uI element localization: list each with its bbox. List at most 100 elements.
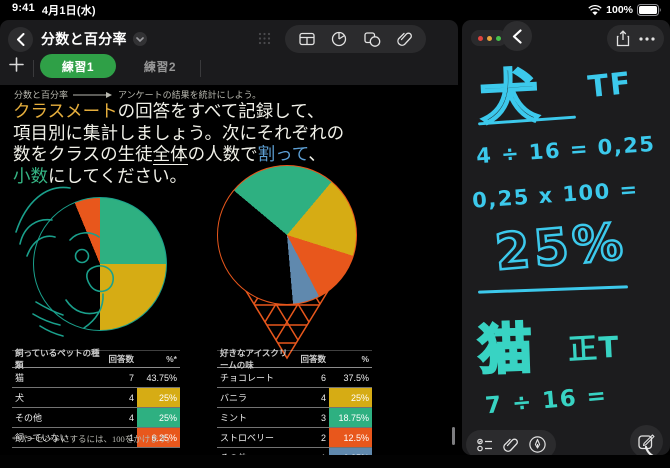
column-header: % xyxy=(361,354,369,364)
table-cell[interactable]: 25% xyxy=(137,408,180,427)
spreadsheet-canvas[interactable]: 分数と百分率 アンケートの結果を統計にしよう。 クラスメートの回答をすべて記録し… xyxy=(0,85,458,455)
notes-back-button[interactable] xyxy=(502,21,532,51)
table-cell[interactable]: 犬 xyxy=(15,393,25,403)
paperclip-icon xyxy=(503,438,518,452)
column-header: 回答数 xyxy=(300,354,326,364)
column-header: 回答数 xyxy=(108,354,134,364)
table-cell[interactable]: 6.25% xyxy=(329,448,372,455)
handwritten-equation-1: 4 ÷ 16 = 0,25 xyxy=(475,131,657,169)
arrow-right-icon xyxy=(73,91,113,98)
insert-shape-button[interactable] xyxy=(362,30,383,49)
grid-icon[interactable] xyxy=(258,32,271,50)
handwritten-cat-kanji: 猫 xyxy=(476,316,535,383)
table-cell[interactable]: ミント xyxy=(220,413,248,423)
tab-divider xyxy=(33,60,34,77)
red-dot-icon xyxy=(477,35,483,41)
lesson-text-segment: 項目別に集計しましょう。次にそれぞれの xyxy=(13,122,345,143)
tab-practice-2[interactable]: 練習2 xyxy=(128,54,192,78)
clock: 9:41 xyxy=(12,2,35,14)
column-header: 飼っているペットの種類 xyxy=(15,348,100,370)
table-cell[interactable]: 猫 xyxy=(15,373,25,383)
table-row[interactable]: その他16.25% xyxy=(217,448,372,455)
eyebrow-note: アンケートの結果を統計にしよう。 xyxy=(118,90,262,100)
table-header: 好きなアイスクリームの味 回答数% xyxy=(217,348,372,370)
yellow-dot-icon xyxy=(486,35,492,41)
table-cell[interactable]: 飼っていない xyxy=(15,433,69,443)
table-cell[interactable]: チョコレート xyxy=(220,373,275,383)
pets-table[interactable]: 飼っているペットの種類 回答数 %* 猫 7 43.75% 犬 4 25% その他 4 25% 飼って… xyxy=(12,348,180,448)
green-dot-icon xyxy=(495,35,501,41)
handwritten-result: 25% xyxy=(491,211,630,283)
tab-practice-1[interactable]: 練習1 xyxy=(40,54,116,78)
table-cell[interactable]: その他 xyxy=(15,413,43,423)
table-cell[interactable]: 4 xyxy=(128,392,134,403)
table-cell[interactable]: その他 xyxy=(217,451,295,455)
stray-ink-arc xyxy=(645,445,670,455)
table-row[interactable]: バニラ 4 25% xyxy=(217,388,372,408)
tab-label: 練習2 xyxy=(143,59,177,74)
table-row[interactable]: ストロベリー 2 12.5% xyxy=(217,428,372,448)
handwritten-dog-tally: TF xyxy=(586,65,634,106)
markup-button[interactable] xyxy=(528,436,546,453)
attach-button[interactable] xyxy=(503,437,518,453)
table-cell[interactable]: 25% xyxy=(137,388,180,407)
insert-table-button[interactable] xyxy=(297,30,317,48)
table-cell[interactable]: 43.75% xyxy=(146,372,177,383)
table-cell[interactable]: 4 xyxy=(128,412,134,423)
back-button[interactable] xyxy=(8,27,33,52)
eyebrow-title: 分数と百分率 xyxy=(14,90,69,100)
table-cell[interactable]: 7 xyxy=(128,372,134,383)
share-button[interactable] xyxy=(616,30,630,47)
plus-icon xyxy=(9,57,24,72)
sheet-tab-bar: 練習1 練習2 xyxy=(0,54,458,85)
document-title-menu[interactable]: 分数と百分率 xyxy=(41,29,147,49)
document-title: 分数と百分率 xyxy=(41,31,127,47)
table-cell[interactable]: 1 xyxy=(128,432,134,443)
table-cell[interactable]: 12.5% xyxy=(329,428,372,447)
table-row[interactable]: チョコレート 6 37.5% xyxy=(217,368,372,388)
table-cell[interactable]: 18.75% xyxy=(329,408,372,427)
handwritten-cat-tally: 正T xyxy=(567,329,621,367)
table-cell[interactable]: ストロベリー xyxy=(220,433,275,443)
table-cell[interactable]: 4 xyxy=(320,392,326,403)
chart-icon xyxy=(332,31,347,47)
table-cell[interactable]: 37.5% xyxy=(343,372,369,383)
window-controls[interactable] xyxy=(471,30,507,46)
shapes-icon xyxy=(363,31,380,47)
table-cell[interactable]: 6 xyxy=(320,372,326,383)
table-cell[interactable]: 2 xyxy=(320,432,326,443)
table-row[interactable]: 犬 4 25% xyxy=(12,388,180,408)
pets-pie-chart[interactable] xyxy=(33,197,167,331)
markup-pen-icon xyxy=(528,436,546,453)
lesson-eyebrow: 分数と百分率 アンケートの結果を統計にしよう。 xyxy=(14,88,261,101)
table-cell[interactable]: 1 xyxy=(295,453,329,456)
tab-label: 練習1 xyxy=(61,59,95,74)
bottom-bezel xyxy=(0,455,670,468)
lesson-text-segment: の回答をすべて記録して、 xyxy=(117,101,325,121)
table-footnote: * パーセントにするには、100をかけます。 xyxy=(12,434,175,444)
lesson-paragraph[interactable]: クラスメートの回答をすべて記録して、 項目別に集計しましょう。次にそれぞれの 数をク… xyxy=(13,101,344,187)
icecream-pie-chart[interactable] xyxy=(217,165,357,305)
chevron-left-icon xyxy=(17,33,25,46)
table-cell[interactable]: 25% xyxy=(329,388,372,407)
table-cell[interactable]: 6.25% xyxy=(137,428,180,447)
scroll-indicator[interactable] xyxy=(452,427,455,445)
add-sheet-button[interactable] xyxy=(9,57,24,75)
table-row[interactable]: その他 4 25% xyxy=(12,408,180,428)
more-button[interactable] xyxy=(639,36,655,41)
column-header: 好きなアイスクリームの味 xyxy=(220,348,288,370)
insert-toolbar xyxy=(285,25,426,53)
icecream-table[interactable]: 好きなアイスクリームの味 回答数% チョコレート 6 37.5% バニラ 4 25% ミント 3… xyxy=(217,348,372,455)
table-row[interactable]: 飼っていない 1 6.25% xyxy=(12,428,180,448)
numbers-header: 分数と百分率 xyxy=(0,20,458,85)
checklist-button[interactable] xyxy=(476,438,493,452)
table-row[interactable]: 猫 7 43.75% xyxy=(12,368,180,388)
column-header: %* xyxy=(166,354,177,364)
table-row[interactable]: ミント 3 18.75% xyxy=(217,408,372,428)
pet-doodle xyxy=(15,186,114,337)
notes-actions xyxy=(607,25,664,52)
table-cell[interactable]: バニラ xyxy=(220,393,248,403)
insert-chart-button[interactable] xyxy=(329,29,349,49)
insert-media-button[interactable] xyxy=(395,29,414,49)
table-cell[interactable]: 3 xyxy=(320,412,326,423)
